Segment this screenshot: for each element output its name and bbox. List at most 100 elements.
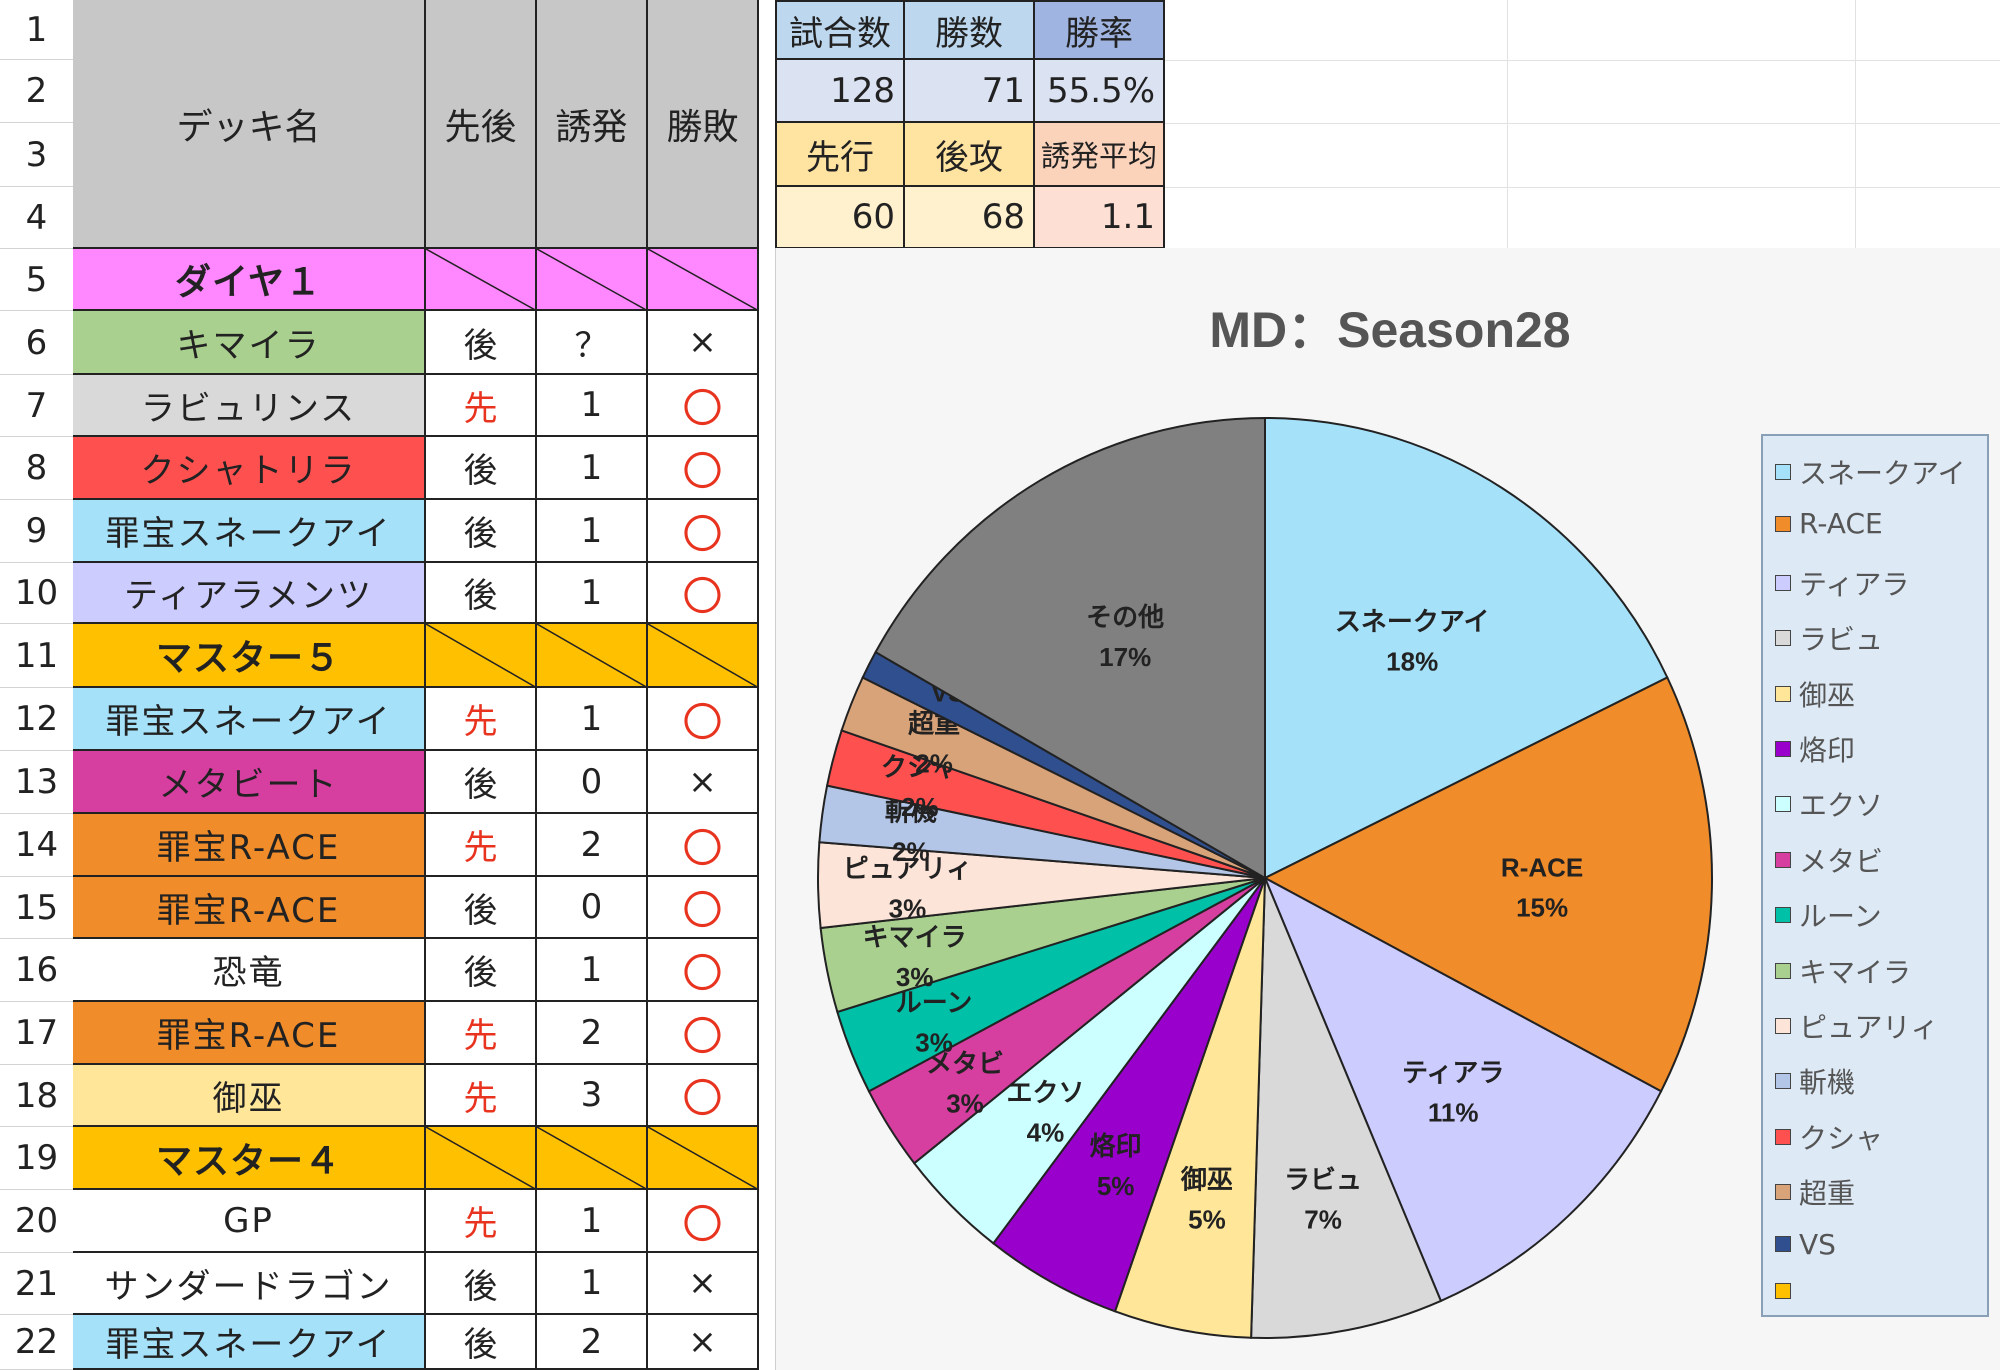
- row-number[interactable]: 16: [0, 939, 73, 1002]
- induce-cell[interactable]: 1: [537, 437, 648, 500]
- chart-legend[interactable]: スネークアイ R-ACE ティアラ ラビュ 御巫 烙印 エクソ メタビ ルーン キマイラ ピュアリィ…: [1761, 434, 1989, 1317]
- pie-slice-3[interactable]: [1250, 877, 1443, 1339]
- row-number[interactable]: 12: [0, 688, 73, 751]
- result-cell[interactable]: 〇: [648, 563, 759, 624]
- legend-item[interactable]: キマイラ: [1775, 951, 1911, 991]
- row-number[interactable]: 13: [0, 751, 73, 814]
- order-cell[interactable]: 先: [426, 814, 537, 877]
- legend-item[interactable]: [1775, 1283, 1799, 1299]
- induce-cell[interactable]: 2: [537, 1002, 648, 1065]
- result-cell[interactable]: ×: [648, 1253, 759, 1315]
- order-cell[interactable]: 後: [426, 311, 537, 375]
- row-number[interactable]: 15: [0, 877, 73, 939]
- result-cell[interactable]: ×: [648, 311, 759, 375]
- result-cell[interactable]: ×: [648, 1315, 759, 1370]
- row-number[interactable]: 3: [0, 123, 73, 187]
- order-cell[interactable]: 後: [426, 563, 537, 624]
- legend-item[interactable]: ラビュ: [1775, 618, 1883, 658]
- order-cell[interactable]: 後: [426, 1315, 537, 1370]
- section-diagonal-cell[interactable]: [537, 249, 648, 311]
- legend-item[interactable]: 烙印: [1775, 729, 1855, 769]
- row-number[interactable]: 17: [0, 1002, 73, 1065]
- deck-name-cell[interactable]: キマイラ: [73, 311, 426, 375]
- order-cell[interactable]: 後: [426, 1253, 537, 1315]
- row-number[interactable]: 7: [0, 375, 73, 437]
- deck-name-cell[interactable]: ティアラメンツ: [73, 563, 426, 624]
- pie-slice-4[interactable]: [1113, 877, 1266, 1339]
- result-cell[interactable]: 〇: [648, 1190, 759, 1253]
- section-diagonal-cell[interactable]: [537, 624, 648, 688]
- result-cell[interactable]: 〇: [648, 939, 759, 1002]
- row-number[interactable]: 14: [0, 814, 73, 877]
- deck-name-cell[interactable]: 罪宝スネークアイ: [73, 1315, 426, 1370]
- legend-item[interactable]: ティアラ: [1775, 563, 1909, 603]
- order-cell[interactable]: 後: [426, 500, 537, 563]
- order-cell[interactable]: 後: [426, 939, 537, 1002]
- result-cell[interactable]: 〇: [648, 1065, 759, 1127]
- legend-item[interactable]: エクソ: [1775, 784, 1883, 824]
- row-number[interactable]: 6: [0, 311, 73, 375]
- deck-name-cell[interactable]: 罪宝スネークアイ: [73, 500, 426, 563]
- induce-cell[interactable]: 2: [537, 1315, 648, 1370]
- deck-name-cell[interactable]: 罪宝R-ACE: [73, 814, 426, 877]
- result-cell[interactable]: 〇: [648, 437, 759, 500]
- pie-slice-2[interactable]: [1262, 875, 1663, 1303]
- legend-item[interactable]: ルーン: [1775, 895, 1882, 935]
- induce-cell[interactable]: 1: [537, 500, 648, 563]
- result-cell[interactable]: 〇: [648, 1002, 759, 1065]
- section-header[interactable]: マスター５: [73, 624, 426, 688]
- pie-slice-1[interactable]: [1262, 676, 1713, 1093]
- pie-slice-15[interactable]: [874, 416, 1266, 880]
- row-number[interactable]: 18: [0, 1065, 73, 1127]
- header-deck[interactable]: デッキ名: [73, 0, 426, 249]
- stat-induce-avg[interactable]: 1.1: [1033, 185, 1165, 249]
- induce-cell[interactable]: 0: [537, 877, 648, 939]
- section-diagonal-cell[interactable]: [648, 249, 759, 311]
- section-header[interactable]: ダイヤ１: [73, 249, 426, 311]
- deck-name-cell[interactable]: 罪宝R-ACE: [73, 877, 426, 939]
- deck-name-cell[interactable]: 恐竜: [73, 939, 426, 1002]
- deck-name-cell[interactable]: ラビュリンス: [73, 375, 426, 437]
- result-cell[interactable]: 〇: [648, 814, 759, 877]
- order-cell[interactable]: 後: [426, 751, 537, 814]
- header-result[interactable]: 勝敗: [648, 0, 759, 249]
- result-cell[interactable]: 〇: [648, 500, 759, 563]
- section-diagonal-cell[interactable]: [537, 1127, 648, 1190]
- stat-second-label[interactable]: 後攻: [903, 121, 1035, 187]
- section-diagonal-cell[interactable]: [648, 1127, 759, 1190]
- order-cell[interactable]: 先: [426, 1002, 537, 1065]
- row-number[interactable]: 9: [0, 500, 73, 563]
- result-cell[interactable]: 〇: [648, 375, 759, 437]
- section-diagonal-cell[interactable]: [426, 624, 537, 688]
- row-number[interactable]: 11: [0, 624, 73, 688]
- order-cell[interactable]: 先: [426, 1190, 537, 1253]
- row-number[interactable]: 10: [0, 563, 73, 624]
- induce-cell[interactable]: 1: [537, 375, 648, 437]
- induce-cell[interactable]: 1: [537, 939, 648, 1002]
- induce-cell[interactable]: 1: [537, 1190, 648, 1253]
- induce-cell[interactable]: 1: [537, 563, 648, 624]
- pie-slice-0[interactable]: [1264, 416, 1669, 880]
- legend-item[interactable]: VS: [1775, 1228, 1836, 1261]
- legend-item[interactable]: 斬機: [1775, 1061, 1855, 1101]
- order-cell[interactable]: 後: [426, 877, 537, 939]
- legend-item[interactable]: ピュアリィ: [1775, 1006, 1938, 1046]
- row-number[interactable]: 8: [0, 437, 73, 500]
- stat-games-label[interactable]: 試合数: [775, 0, 905, 60]
- result-cell[interactable]: ×: [648, 751, 759, 814]
- row-number[interactable]: 22: [0, 1315, 73, 1370]
- induce-cell[interactable]: 3: [537, 1065, 648, 1127]
- row-number[interactable]: 2: [0, 60, 73, 123]
- row-number[interactable]: 21: [0, 1253, 73, 1315]
- stat-wins-label[interactable]: 勝数: [903, 0, 1035, 60]
- induce-cell[interactable]: ？: [537, 311, 648, 375]
- section-diagonal-cell[interactable]: [426, 249, 537, 311]
- deck-name-cell[interactable]: メタビート: [73, 751, 426, 814]
- legend-item[interactable]: R-ACE: [1775, 507, 1883, 540]
- induce-cell[interactable]: 1: [537, 1253, 648, 1315]
- deck-name-cell[interactable]: サンダードラゴン: [73, 1253, 426, 1315]
- row-number[interactable]: 20: [0, 1190, 73, 1253]
- deck-name-cell[interactable]: 御巫: [73, 1065, 426, 1127]
- header-order[interactable]: 先後: [426, 0, 537, 249]
